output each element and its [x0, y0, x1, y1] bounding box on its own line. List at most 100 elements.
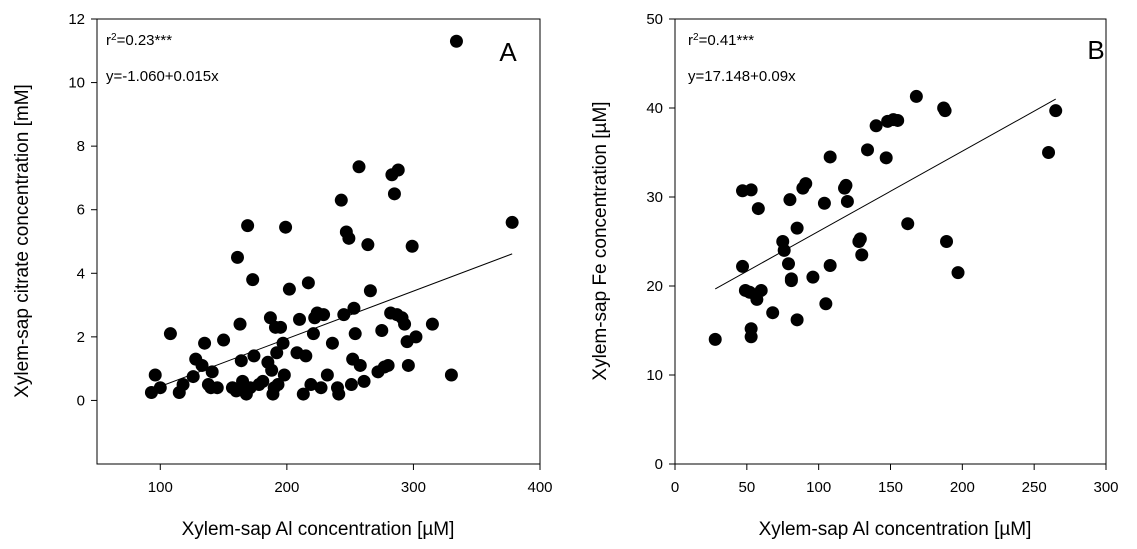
data-point [325, 336, 339, 350]
data-point [304, 378, 318, 392]
data-point [951, 266, 965, 280]
data-point [938, 104, 952, 118]
x-tick-label: 400 [527, 479, 552, 496]
data-point [819, 297, 833, 311]
data-point [293, 312, 307, 326]
panel-a-letter: A [499, 37, 517, 67]
data-point [282, 282, 296, 296]
panel-b-ticks: 0 50 100 150 200 250 300 0 10 20 30 40 50 [646, 11, 1118, 496]
data-point [153, 381, 167, 395]
panel-a-equation: y=-1.060+0.015x [106, 68, 219, 85]
y-tick-label: 30 [646, 189, 663, 206]
data-point [799, 177, 813, 191]
data-point [163, 327, 177, 341]
data-point [425, 317, 439, 331]
data-point [861, 143, 875, 157]
data-point [210, 381, 224, 395]
data-point [806, 270, 820, 284]
data-point [409, 330, 423, 344]
data-point [855, 248, 869, 262]
panel-b-y-axis-title: Xylem-sap Fe concentration [µM] [590, 101, 611, 380]
data-point [352, 160, 366, 174]
data-point [823, 150, 837, 164]
data-point [891, 113, 905, 127]
data-point [265, 363, 279, 377]
data-point [869, 119, 883, 133]
x-tick-label: 200 [950, 479, 975, 496]
data-point [357, 374, 371, 388]
data-point [246, 273, 260, 287]
data-point [387, 187, 401, 201]
panel-a-plot-frame [96, 18, 541, 465]
data-point [314, 381, 328, 395]
y-tick-label: 10 [646, 367, 663, 384]
data-point [353, 358, 367, 372]
data-point [270, 346, 284, 360]
data-point [337, 308, 351, 322]
x-tick-label: 300 [1093, 479, 1118, 496]
data-point [241, 219, 255, 233]
data-point [751, 202, 765, 216]
panel-a-ticks: 100 200 300 400 0 2 4 6 8 10 12 [68, 11, 552, 496]
data-point [1049, 104, 1063, 118]
y-tick-label: 12 [68, 11, 85, 28]
data-point [449, 34, 463, 48]
y-tick-label: 6 [77, 202, 85, 219]
data-point [823, 259, 837, 273]
data-point [263, 311, 277, 325]
data-point [217, 333, 231, 347]
data-point [909, 89, 923, 103]
data-point [391, 163, 405, 177]
panel-a-x-axis-title: Xylem-sap Al concentration [µM] [182, 519, 455, 540]
data-point [853, 232, 867, 246]
panel-a-points [144, 34, 519, 401]
data-point [783, 193, 797, 207]
data-point [781, 257, 795, 271]
y-tick-label: 40 [646, 100, 663, 117]
x-tick-label: 0 [671, 479, 679, 496]
data-point [233, 317, 247, 331]
data-point [296, 387, 310, 401]
x-tick-label: 100 [806, 479, 831, 496]
x-tick-label: 50 [738, 479, 755, 496]
panel-b-regression-line [714, 98, 1056, 290]
data-point [230, 250, 244, 264]
data-point [299, 349, 313, 363]
data-point [736, 259, 750, 273]
data-point [320, 368, 334, 382]
data-point [754, 283, 768, 297]
data-point [301, 276, 315, 290]
y-tick-label: 0 [77, 392, 85, 409]
data-point [334, 193, 348, 207]
y-tick-label: 2 [77, 329, 85, 346]
data-point [176, 378, 190, 392]
x-tick-label: 150 [878, 479, 903, 496]
data-point [256, 374, 270, 388]
data-point [317, 308, 331, 322]
data-point [401, 358, 415, 372]
data-point [375, 324, 389, 337]
data-point [361, 238, 375, 252]
panel-b-equation: y=17.148+0.09x [688, 68, 796, 85]
data-point [148, 368, 162, 382]
data-point [790, 313, 804, 327]
data-point [381, 358, 395, 372]
data-point [274, 320, 288, 334]
data-point [839, 178, 853, 192]
panel-a-y-axis-title: Xylem-sap citrate concentration [mM] [12, 84, 33, 398]
data-point [271, 378, 285, 392]
y-tick-label: 50 [646, 11, 663, 28]
y-tick-label: 8 [77, 138, 85, 155]
panel-b-r2-annotation: r2=0.41*** [688, 32, 754, 50]
panel-b: 0 50 100 150 200 250 300 0 10 20 30 40 50 r2=0.41***… [590, 11, 1119, 540]
y-tick-label: 10 [68, 75, 85, 92]
data-point [279, 220, 293, 234]
data-point [708, 332, 722, 346]
x-tick-label: 250 [1022, 479, 1047, 496]
y-tick-label: 0 [655, 456, 663, 473]
data-point [347, 301, 361, 315]
data-point [348, 327, 362, 341]
data-point [940, 235, 954, 248]
panel-b-points [708, 89, 1063, 346]
